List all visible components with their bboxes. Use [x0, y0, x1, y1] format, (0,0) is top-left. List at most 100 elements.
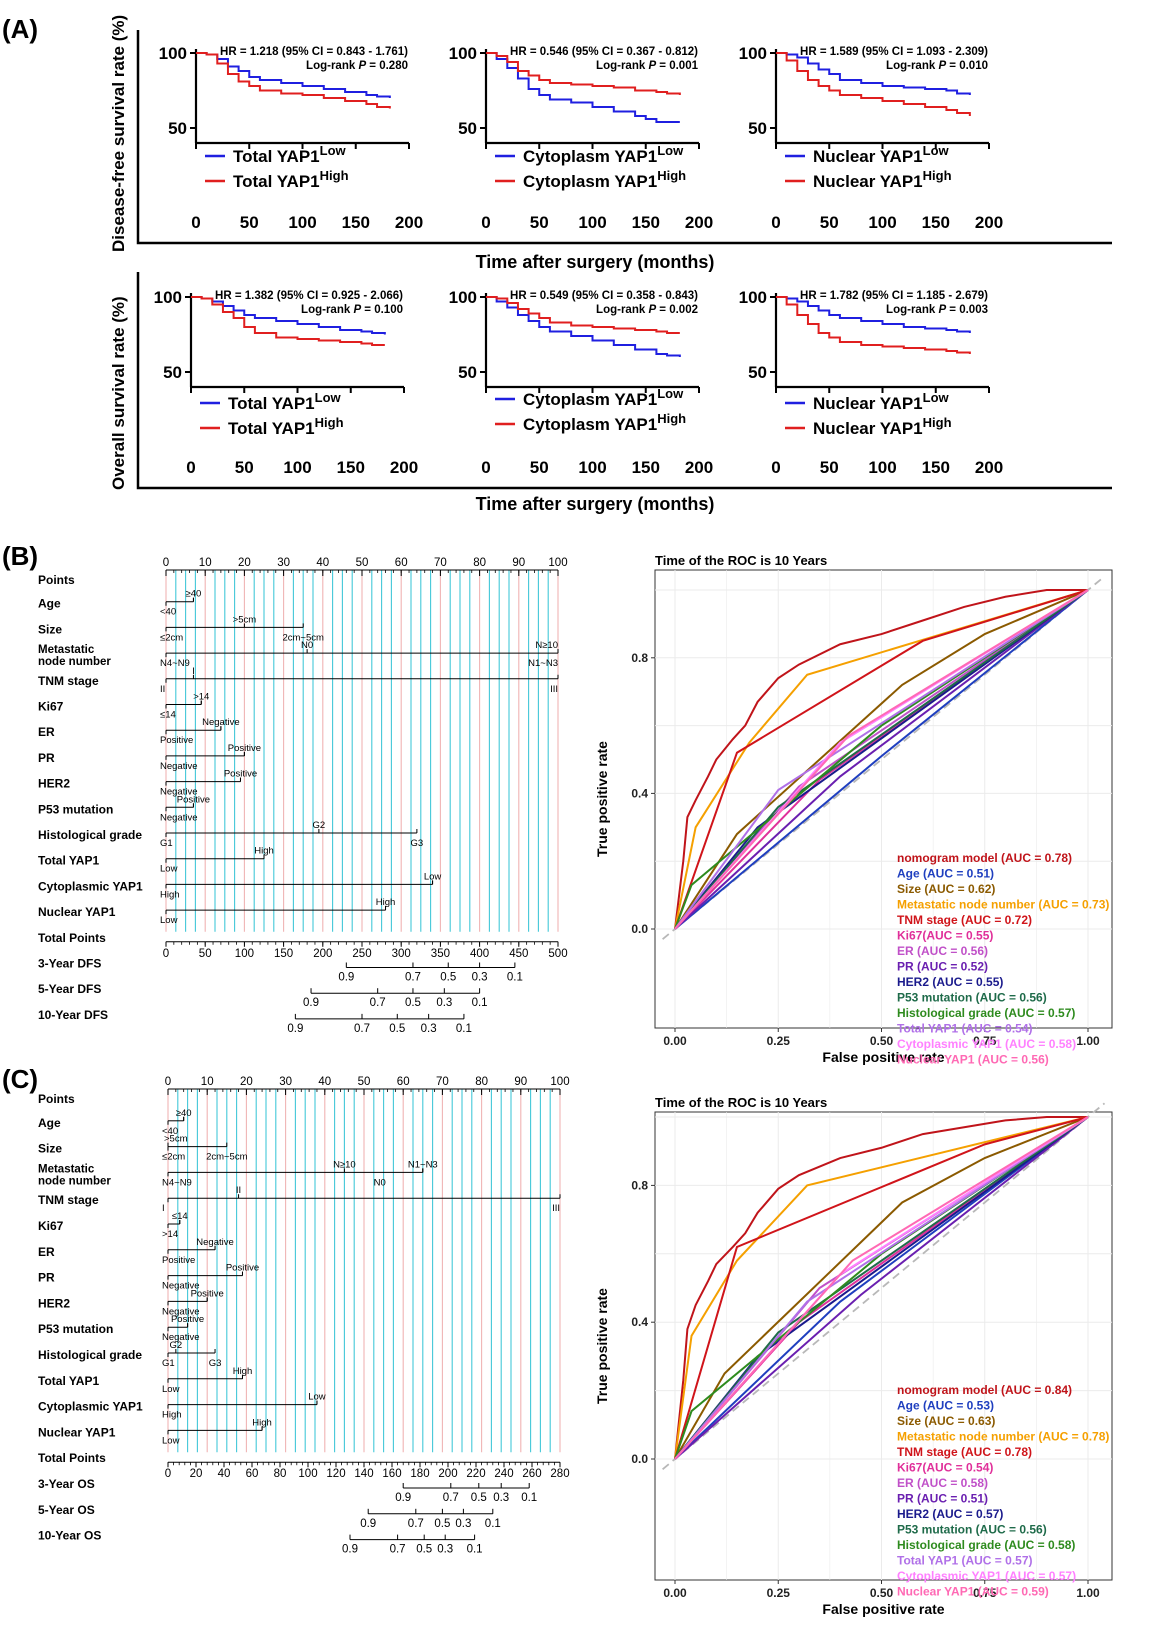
nomogram-survival-tick-label: 0.3 [472, 972, 488, 984]
nomogram-row-label: ER [38, 1245, 55, 1259]
nomogram-survival-tick-label: 0.1 [507, 972, 523, 984]
nomogram-points-tick-label: 20 [240, 1076, 253, 1088]
roc-legend-entry: P53 mutation (AUC = 0.56) [897, 991, 1047, 1005]
nomogram-survival-tick-label: 0.7 [354, 1023, 370, 1035]
roc-legend-entry: TNM stage (AUC = 0.78) [897, 1445, 1032, 1459]
nomogram-level-label: >5cm [164, 1134, 188, 1145]
km-xlabel: Time after surgery (months) [476, 494, 715, 514]
nomogram-level-label: <40 [160, 607, 176, 618]
nomogram-points-tick-label: 20 [238, 557, 251, 569]
km-legend-label: Cytoplasm YAP1High [523, 411, 686, 434]
nomogram-level-label: Low [162, 1384, 180, 1395]
nomogram-row-label: Total Points [38, 931, 106, 945]
nomogram-points-tick-label: 70 [434, 557, 447, 569]
panel-label: (B) [2, 541, 38, 571]
km-x-tick-label: 50 [235, 458, 254, 477]
nomogram-total-tick-label: 140 [354, 1468, 373, 1480]
km-x-tick-label: 50 [820, 213, 839, 232]
nomogram-level-label: Negative [160, 761, 198, 772]
nomogram-survival-tick-label: 0.7 [443, 1492, 459, 1504]
nomogram-points-tick-label: 70 [436, 1076, 449, 1088]
km-y-tick-label: 50 [163, 363, 182, 382]
roc-x-tick-label: 0.50 [870, 1034, 894, 1048]
nomogram-survival-tick-label: 0.7 [405, 972, 421, 984]
roc-curve [674, 589, 1089, 930]
nomogram-level-label: Negative [202, 717, 240, 728]
km-frame [136, 272, 1112, 490]
nomogram-row-label: 10-Year OS [38, 1529, 101, 1543]
nomogram-row-label: Age [38, 1116, 61, 1130]
km-curve-low [776, 52, 971, 95]
km-x-tick-label: 50 [530, 213, 549, 232]
km-curve-high [191, 296, 385, 346]
nomogram-row-label: Histological grade [38, 1348, 142, 1362]
nomogram-survival-tick-label: 0.3 [455, 1518, 471, 1530]
nomogram-level-label: High [162, 1410, 182, 1421]
km-y-tick-label: 50 [458, 119, 477, 138]
roc-y-tick-label: 0.0 [631, 1452, 648, 1466]
km-x-tick-label: 150 [342, 213, 370, 232]
km-curve-high [486, 52, 681, 95]
km-x-tick-label: 200 [395, 213, 423, 232]
nomogram-total-tick-label: 280 [550, 1468, 569, 1480]
km-curve-low [191, 296, 386, 335]
nomogram-points-tick-label: 40 [318, 1076, 331, 1088]
nomogram-total-tick-label: 100 [235, 948, 254, 960]
km-curve-high [486, 296, 680, 334]
nomogram-survival-tick-label: 0.1 [521, 1492, 537, 1504]
nomogram-level-label: Positive [191, 1288, 224, 1299]
km-hr-text: HR = 0.546 (95% CI = 0.367 - 0.812) [510, 46, 698, 58]
roc-curve [674, 1116, 1089, 1460]
nomogram-level-label: N4~N9 [162, 1177, 192, 1188]
nomogram-level-label: ≤2cm [162, 1152, 185, 1163]
km-p-text: Log-rank P = 0.001 [596, 60, 699, 72]
nomogram-level-label: Positive [228, 743, 261, 754]
nomogram-points-tick-label: 10 [199, 557, 212, 569]
nomogram-level-label: Negative [160, 812, 198, 823]
nomogram-total-tick-label: 180 [410, 1468, 429, 1480]
nomogram-points-tick-label: 40 [316, 557, 329, 569]
km-y-tick-label: 100 [154, 288, 182, 307]
nomogram-level-label: Negative [162, 1281, 200, 1292]
nomogram-points-tick-label: 30 [279, 1076, 292, 1088]
nomogram-survival-tick-label: 0.1 [467, 1544, 483, 1556]
km-y-tick-label: 100 [739, 288, 767, 307]
panel-label: (A) [2, 14, 38, 44]
nomogram-total-tick-label: 40 [218, 1468, 231, 1480]
km-x-tick-label: 150 [922, 213, 950, 232]
roc-curve [674, 1116, 1089, 1460]
nomogram-level-label: Positive [177, 794, 210, 805]
nomogram-survival-tick-label: 0.3 [421, 1023, 437, 1035]
nomogram-level-label: >14 [193, 692, 209, 703]
roc-legend-entry: nomogram model (AUC = 0.78) [897, 851, 1072, 865]
km-xlabel: Time after surgery (months) [476, 252, 715, 272]
km-x-tick-label: 200 [685, 213, 713, 232]
nomogram-row-label: Points [38, 573, 75, 587]
roc-curve [674, 1116, 1089, 1460]
km-p-text: Log-rank P = 0.100 [301, 304, 403, 316]
nomogram-row-label: node number [38, 656, 111, 668]
km-y-tick-label: 50 [748, 119, 767, 138]
nomogram-survival-tick-label: 0.1 [456, 1023, 472, 1035]
nomogram-row-label: Metastatic [38, 644, 95, 656]
nomogram-level-label: II [160, 684, 165, 695]
nomogram-survival-tick-label: 0.3 [493, 1492, 509, 1504]
nomogram-row-label: Total YAP1 [38, 1374, 99, 1388]
nomogram-level-label: Low [308, 1392, 326, 1403]
roc-curve [674, 1116, 1089, 1460]
nomogram-points-tick-label: 80 [475, 1076, 488, 1088]
roc-legend-entry: Total YAP1 (AUC = 0.54) [897, 1022, 1033, 1036]
nomogram-level-label: High [160, 889, 180, 900]
nomogram-row-label: Size [38, 1142, 62, 1156]
nomogram-level-label: G1 [162, 1358, 175, 1369]
km-hr-text: HR = 1.782 (95% CI = 1.185 - 2.679) [800, 290, 988, 302]
km-curve-low [196, 52, 391, 98]
km-legend-label: Cytoplasm YAP1Low [523, 143, 684, 166]
roc-curve [674, 589, 1089, 930]
km-y-tick-label: 50 [748, 363, 767, 382]
nomogram-level-label: High [233, 1366, 253, 1377]
nomogram-total-tick-label: 240 [494, 1468, 513, 1480]
km-plot-km_dfs_cyto: 100 50 0 50 100 150 200 HR = 0.546 (95% CI = 0.… [449, 44, 714, 232]
nomogram-level-label: ≤14 [160, 710, 176, 721]
